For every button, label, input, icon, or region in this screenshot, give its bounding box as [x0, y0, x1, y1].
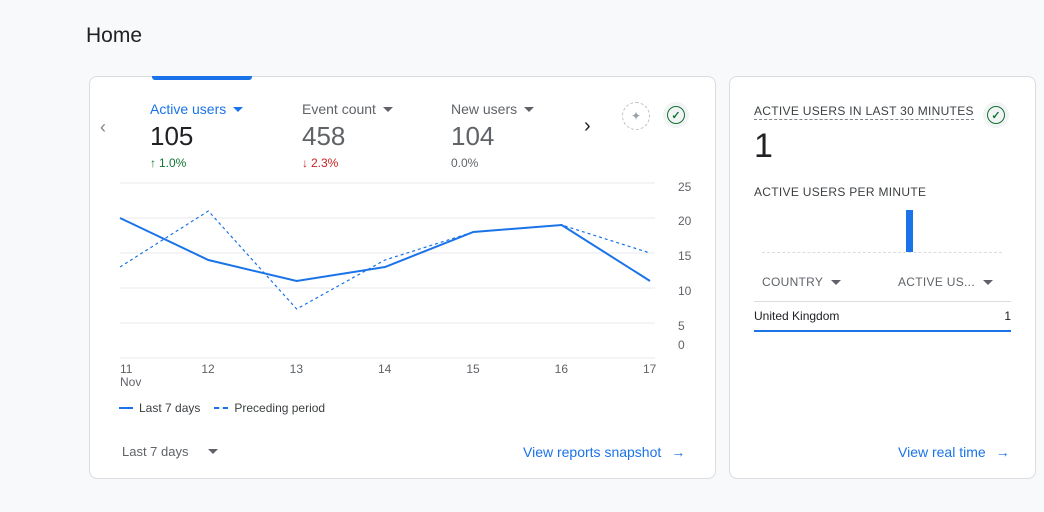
link-label: View real time: [898, 444, 986, 460]
y-tick-label: 10: [678, 284, 692, 298]
users-cell: 1: [1004, 309, 1011, 323]
series-line-last-7-days: [119, 217, 651, 283]
x-tick-label: 17: [643, 362, 657, 376]
metric-label: New users: [451, 101, 518, 117]
summary-card: ‹ Active users 105 ↑ 1.0% Event count 458…: [89, 76, 716, 479]
x-tick-label: 15: [466, 362, 480, 376]
caret-down-icon: [207, 449, 218, 454]
y-tick-label: 25: [678, 180, 692, 194]
legend-swatch-solid: [119, 407, 133, 409]
arrow-right-icon: →: [995, 444, 1010, 460]
realtime-card: ACTIVE USERS IN LAST 30 MINUTES ✓ 1 ACTI…: [729, 76, 1036, 479]
x-tick-label: 14: [378, 362, 392, 376]
view-reports-snapshot-link[interactable]: View reports snapshot →: [523, 444, 685, 460]
metric-tab-new-users[interactable]: New users 104 0.0%: [451, 101, 535, 170]
table-row[interactable]: United Kingdom 1: [754, 309, 1011, 323]
caret-down-icon: [382, 106, 393, 112]
date-range-label: Last 7 days: [122, 444, 189, 459]
arrow-up-icon: ↑: [150, 156, 156, 170]
chart-legend: Last 7 days Preceding period: [119, 401, 325, 415]
x-tick-label: 11: [120, 362, 133, 376]
line-chart: 0 5 10 15 20 25 11 12 13 14 15 16 17 Nov: [119, 180, 692, 387]
y-tick-label: 0: [678, 338, 685, 352]
caret-down-icon: [831, 279, 842, 285]
metric-label: Event count: [302, 101, 376, 117]
caret-down-icon: [524, 106, 535, 112]
link-label: View reports snapshot: [523, 444, 662, 460]
column-header-country[interactable]: COUNTRY: [762, 275, 842, 289]
chevron-left-icon[interactable]: ‹: [100, 117, 106, 137]
y-tick-label: 5: [678, 319, 685, 333]
insights-icon[interactable]: ✦: [622, 102, 650, 130]
x-tick-label: 12: [201, 362, 215, 376]
legend-previous: Preceding period: [234, 401, 326, 415]
per-minute-baseline: [762, 252, 1002, 253]
caret-down-icon: [233, 106, 244, 112]
view-real-time-link[interactable]: View real time →: [898, 444, 1010, 460]
metric-change: 1.0%: [159, 156, 187, 170]
x-tick-label: 16: [555, 362, 569, 376]
divider: [754, 301, 1011, 302]
page-title: Home: [86, 24, 143, 47]
metric-label: Active users: [150, 101, 227, 117]
realtime-title[interactable]: ACTIVE USERS IN LAST 30 MINUTES: [754, 104, 974, 120]
column-header-label: COUNTRY: [762, 275, 824, 289]
per-minute-bar: [906, 210, 913, 252]
arrow-down-icon: ↓: [302, 156, 308, 170]
column-header-label: ACTIVE US...: [898, 275, 975, 289]
legend-swatch-dashed: [214, 407, 229, 409]
arrow-right-icon: →: [671, 444, 686, 460]
metric-value: 104: [451, 121, 495, 151]
check-circle-icon[interactable]: ✓: [663, 102, 689, 128]
metric-change: 0.0%: [451, 156, 479, 170]
row-share-bar: [754, 330, 1011, 332]
x-tick-label: 13: [290, 362, 304, 376]
y-tick-label: 15: [678, 249, 692, 263]
legend-current: Last 7 days: [139, 401, 201, 415]
check-circle-icon[interactable]: ✓: [983, 102, 1009, 128]
x-tick-sublabel: Nov: [120, 375, 141, 387]
active-tab-indicator: [152, 76, 252, 80]
metric-tab-event-count[interactable]: Event count 458 ↓ 2.3%: [302, 101, 393, 170]
y-tick-label: 20: [678, 214, 692, 228]
realtime-value: 1: [754, 127, 773, 165]
metric-value: 105: [150, 121, 194, 151]
series-line-preceding-period: [119, 210, 651, 310]
chevron-right-icon[interactable]: ›: [584, 115, 591, 137]
country-cell: United Kingdom: [754, 309, 840, 323]
metric-change: 2.3%: [311, 156, 339, 170]
column-header-active-users[interactable]: ACTIVE US...: [898, 275, 993, 289]
caret-down-icon: [982, 279, 993, 285]
per-minute-title: ACTIVE USERS PER MINUTE: [754, 185, 927, 199]
date-range-dropdown[interactable]: Last 7 days: [122, 444, 218, 459]
metric-value: 458: [302, 121, 346, 151]
metric-tab-active-users[interactable]: Active users 105 ↑ 1.0%: [150, 101, 244, 170]
